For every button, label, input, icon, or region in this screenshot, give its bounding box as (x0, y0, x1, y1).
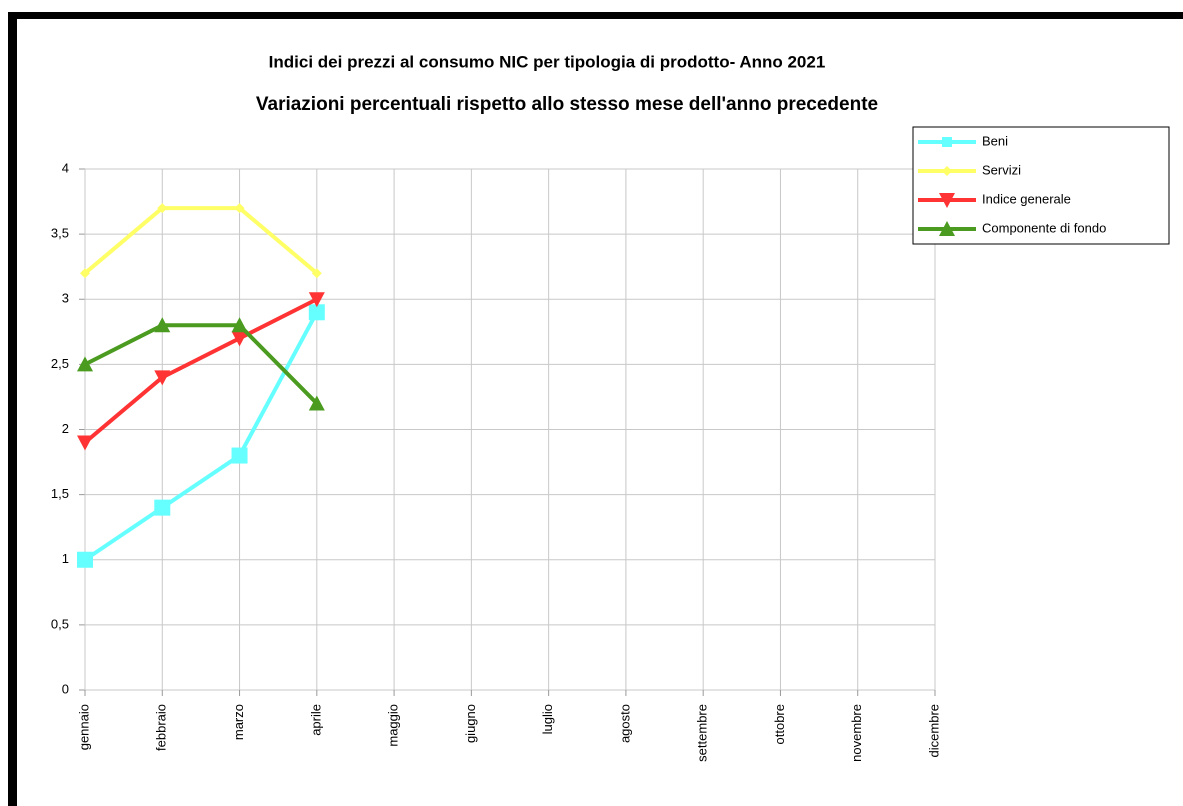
data-point (154, 499, 171, 516)
data-point (157, 203, 168, 214)
series-line (83, 311, 319, 562)
data-point (80, 268, 90, 279)
data-point (308, 395, 325, 411)
x-tick-label: marzo (231, 704, 246, 740)
legend-label: Servizi (982, 162, 1021, 177)
x-tick-label: ottobre (772, 704, 787, 744)
data-point (77, 356, 93, 372)
legend-marker (942, 166, 952, 176)
data-point (311, 268, 322, 279)
y-tick-label: 2 (62, 421, 69, 436)
x-tick-label: maggio (386, 704, 401, 747)
data-point (154, 317, 171, 333)
series-line (83, 206, 319, 275)
x-tick-label: luglio (540, 704, 555, 734)
y-tick-label: 1,5 (51, 486, 69, 501)
data-point (231, 317, 248, 333)
legend-label: Indice generale (982, 191, 1071, 206)
legend-label: Componente di fondo (982, 220, 1106, 235)
y-tick-label: 2,5 (51, 356, 69, 371)
data-point (77, 435, 93, 451)
legend-marker (939, 193, 955, 208)
legend-label: Beni (982, 133, 1008, 148)
y-tick-label: 4 (62, 160, 69, 175)
data-point (231, 331, 248, 347)
x-tick-label: agosto (617, 704, 632, 743)
chart-subtitle: Variazioni percentuali rispetto allo ste… (256, 94, 878, 115)
x-tick-label: giugno (463, 704, 478, 743)
legend-marker (939, 221, 955, 236)
data-point (308, 292, 325, 308)
chart-title: Indici dei prezzi al consumo NIC per tip… (269, 52, 826, 71)
x-tick-label: gennaio (76, 704, 91, 750)
legend-box (912, 126, 1170, 245)
data-point (77, 551, 93, 568)
x-tick-label: dicembre (926, 704, 941, 757)
frame-left (8, 12, 17, 806)
legend-marker (942, 137, 952, 147)
frame-top (8, 12, 1183, 19)
x-tick-label: febbraio (154, 704, 169, 751)
y-tick-label: 0 (62, 681, 69, 696)
y-tick-label: 0,5 (51, 616, 69, 631)
y-tick-label: 1 (62, 551, 69, 566)
data-point (231, 447, 248, 464)
data-point (154, 370, 171, 386)
data-point (234, 203, 245, 214)
x-tick-label: novembre (849, 704, 864, 762)
series-line (84, 323, 319, 405)
series-line (83, 297, 318, 445)
data-point (308, 304, 325, 321)
y-tick-label: 3 (62, 291, 69, 306)
x-tick-label: aprile (308, 704, 323, 736)
y-tick-label: 3,5 (51, 226, 69, 241)
x-tick-label: settembre (695, 704, 710, 762)
